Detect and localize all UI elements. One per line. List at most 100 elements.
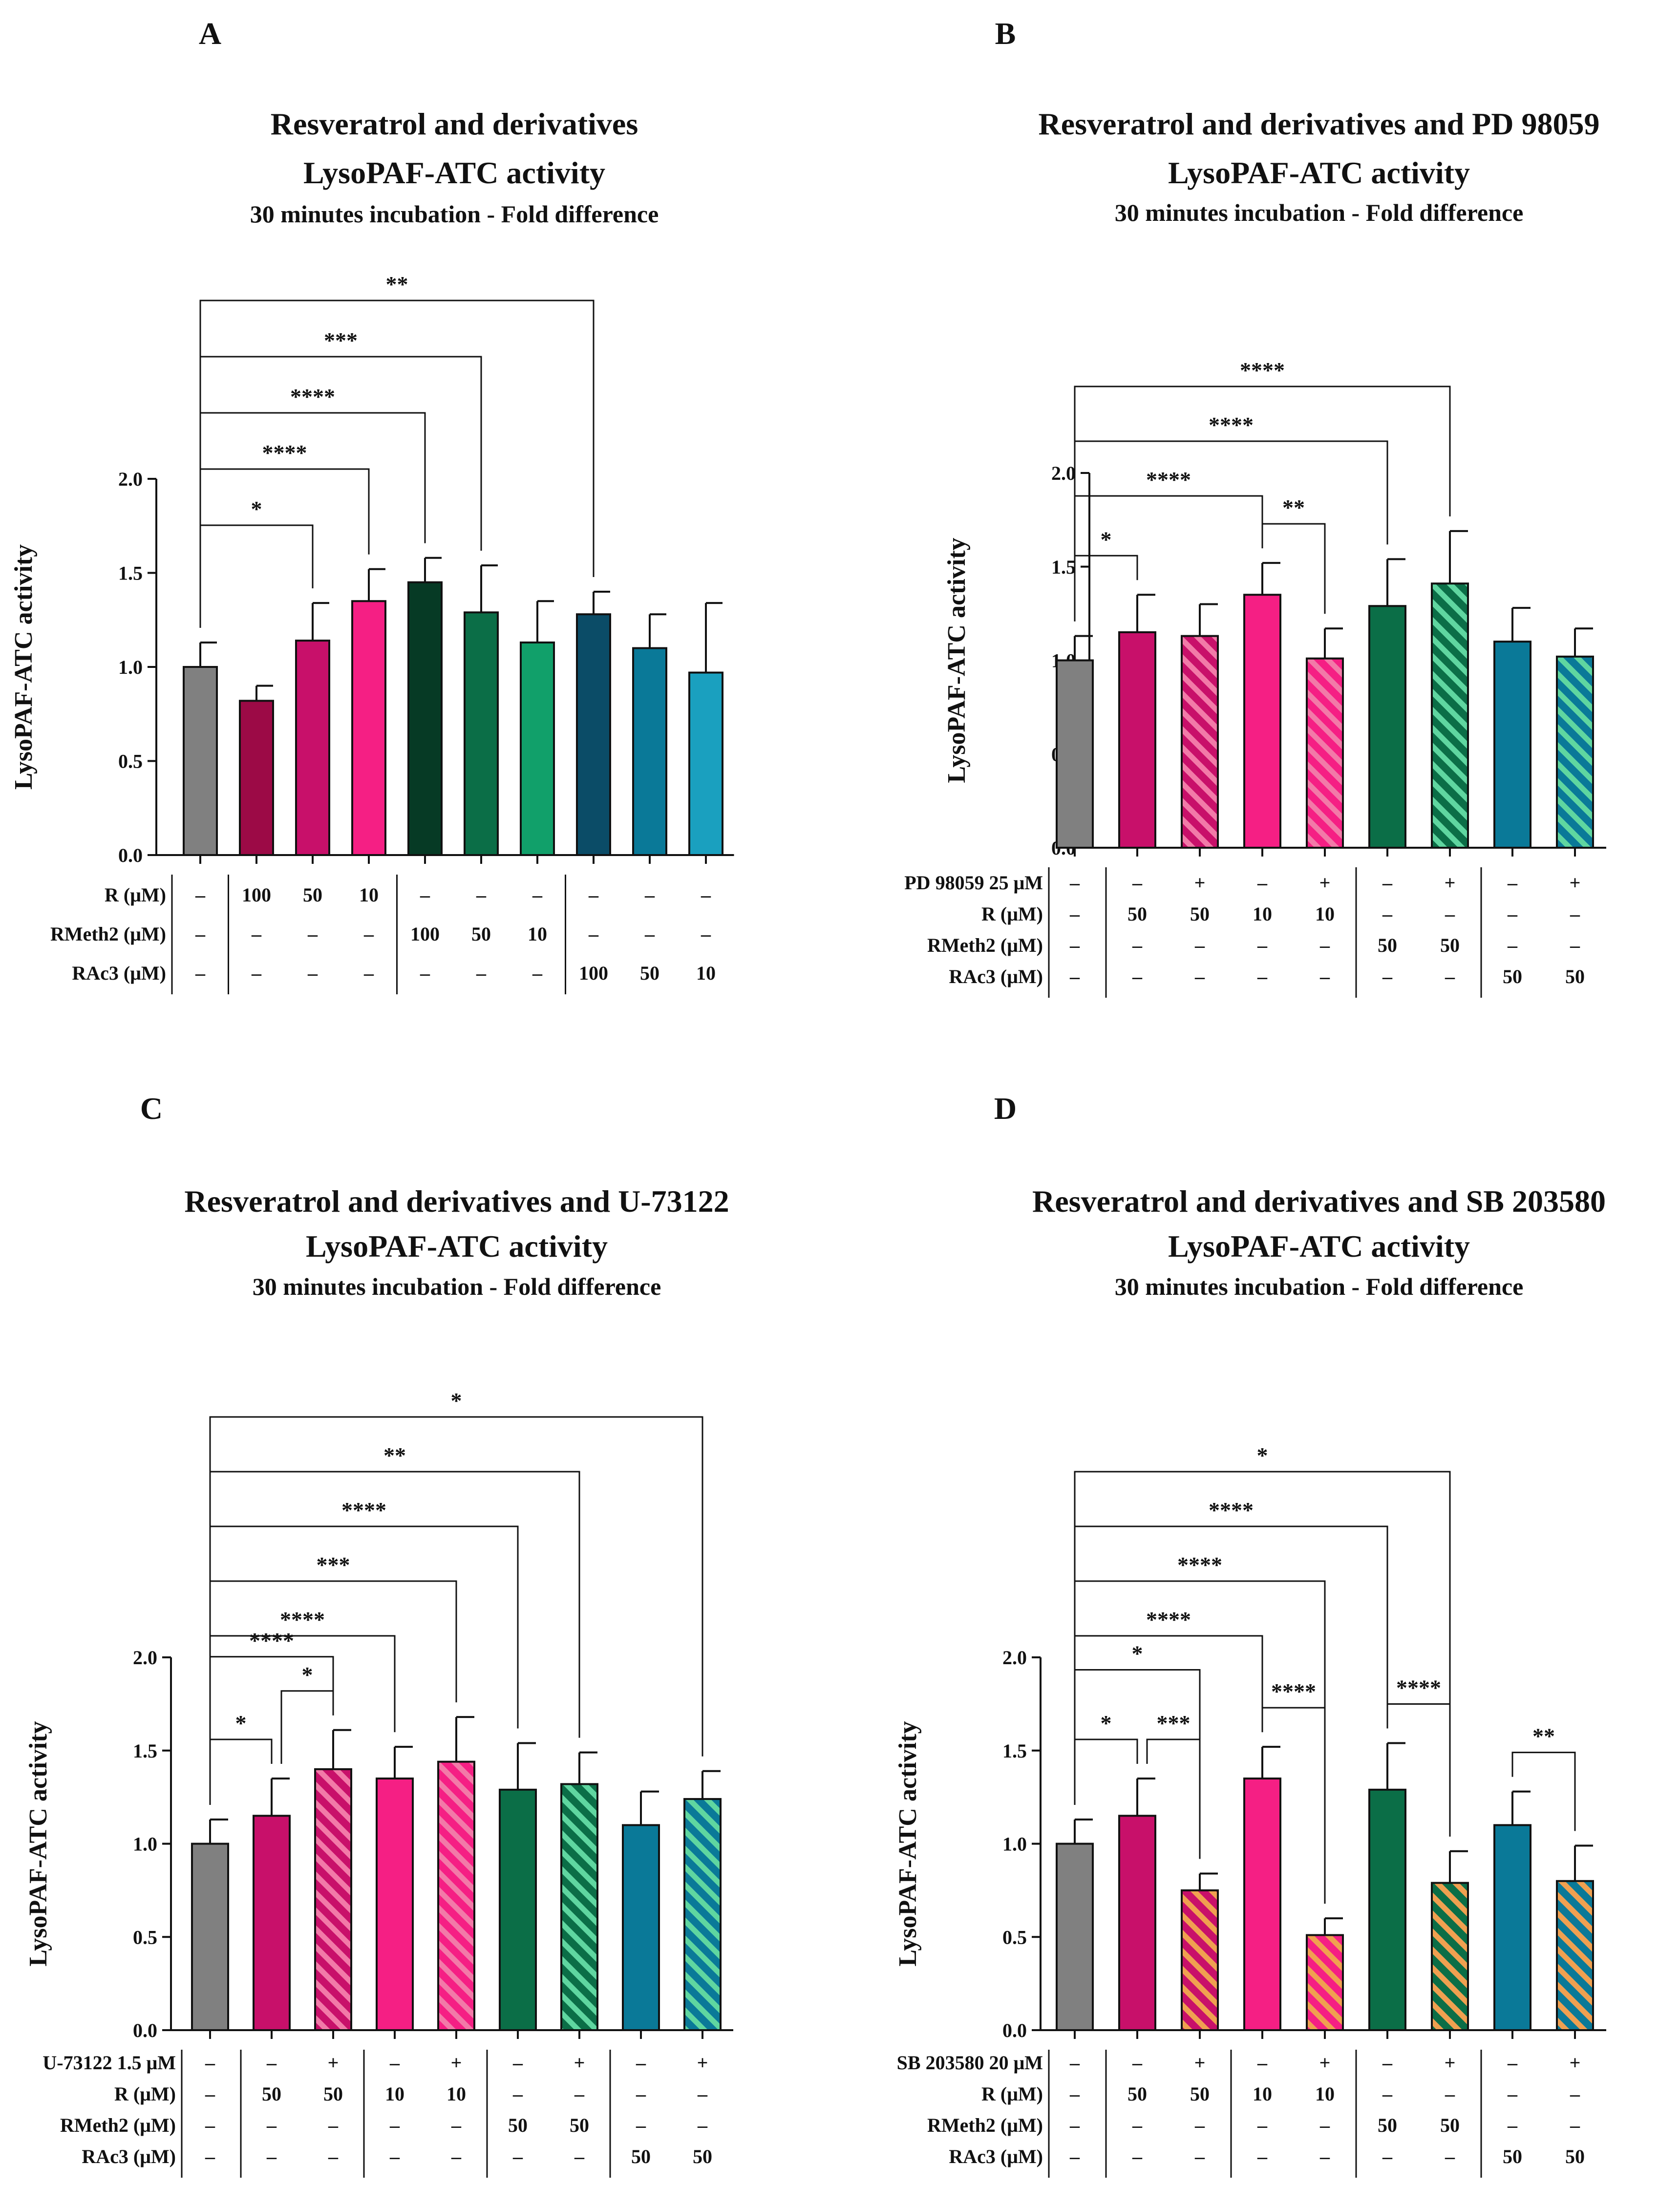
condition-row-label: R (μM) (981, 903, 1043, 925)
significance-bracket: ** (1511, 1724, 1576, 1831)
y-tick-label: 1.0 (133, 1833, 157, 1855)
bar-rac3-10 (688, 671, 723, 857)
condition-cell: – (697, 2083, 708, 2105)
bar-r-100 (239, 700, 274, 857)
chart-title: Resveratrol and derivatives and PD 98059 (1039, 107, 1600, 141)
condition-cell: – (328, 2114, 339, 2136)
bar-r-50 (295, 640, 330, 856)
significance-stars: **** (290, 384, 335, 409)
condition-cell: – (1382, 903, 1393, 925)
bar-vehicle (1056, 659, 1094, 849)
y-tick-label: 1.5 (133, 1740, 157, 1762)
condition-cell: – (1445, 2145, 1455, 2167)
panel-letter: C (140, 1091, 163, 1126)
condition-cell: 50 (693, 2145, 712, 2167)
condition-cell: – (1257, 2145, 1268, 2167)
condition-cell: – (512, 2052, 523, 2074)
significance-stars: * (1101, 1711, 1112, 1736)
bracket-line (1074, 386, 1451, 622)
significance-stars: **** (1396, 1675, 1441, 1700)
y-tick-label: 0.0 (133, 2019, 157, 2041)
condition-cell: 50 (303, 884, 322, 906)
condition-cell: – (1445, 903, 1455, 925)
condition-cell: – (476, 962, 487, 984)
condition-cell: 50 (1503, 2145, 1522, 2167)
bar-rac3-50 (1493, 1824, 1531, 2032)
condition-cell: 50 (1440, 2114, 1460, 2136)
condition-cell: 10 (1253, 2083, 1272, 2105)
significance-stars: **** (249, 1628, 294, 1653)
significance-stars: **** (1177, 1552, 1222, 1577)
significance-bracket: * (1074, 527, 1138, 622)
condition-cell: – (205, 2052, 215, 2074)
chart-title-line2: LysoPAF-ATC activity (1168, 1229, 1470, 1264)
bar-rmeth2-10 (520, 641, 555, 856)
bracket-line (1074, 495, 1263, 622)
significance-stars: ** (386, 272, 408, 297)
condition-cell: – (1132, 2145, 1143, 2167)
condition-row-label: PD 98059 25 μM (904, 872, 1043, 894)
condition-cell: + (1194, 2052, 1206, 2074)
condition-cell: 50 (631, 2145, 651, 2167)
significance-bracket: * (1074, 1711, 1138, 1805)
condition-cell: – (1570, 934, 1580, 956)
condition-cell: – (1382, 872, 1393, 894)
condition-cell: – (363, 923, 374, 945)
significance-bracket: * (280, 1662, 334, 1764)
condition-cell: – (1570, 2114, 1580, 2136)
condition-cell: – (307, 923, 318, 945)
condition-cell: – (205, 2145, 215, 2167)
significance-stars: * (1132, 1641, 1143, 1666)
y-tick-label: 1.0 (118, 656, 143, 678)
condition-cell: – (1507, 934, 1518, 956)
bar-rac3-100 (576, 613, 611, 856)
significance-bracket: **** (1074, 1607, 1263, 1805)
condition-cell: – (532, 884, 543, 906)
bar-rmeth2-50 (499, 1788, 537, 2031)
chart-subtitle: 30 minutes incubation - Fold difference (253, 1273, 661, 1300)
condition-cell: 50 (1190, 903, 1210, 925)
bar-rmeth2-50 (1368, 605, 1406, 849)
condition-cell: – (697, 2114, 708, 2136)
chart-subtitle: 30 minutes incubation - Fold difference (1115, 199, 1524, 226)
condition-cell: 50 (262, 2083, 281, 2105)
bar-u-rac3-50 (683, 1798, 722, 2031)
condition-cell: 50 (1565, 2145, 1585, 2167)
condition-cell: – (512, 2083, 523, 2105)
condition-cell: – (363, 962, 374, 984)
condition-cell: – (451, 2114, 462, 2136)
bar-vehicle (1056, 1843, 1094, 2031)
condition-cell: + (1194, 872, 1206, 894)
condition-cell: – (205, 2083, 215, 2105)
condition-cell: + (328, 2052, 339, 2074)
condition-cell: – (701, 884, 711, 906)
condition-cell: + (1570, 2052, 1581, 2074)
condition-cell: 50 (1565, 965, 1585, 987)
y-tick-label: 1.0 (1002, 1833, 1027, 1855)
condition-cell: – (1382, 2083, 1393, 2105)
condition-cell: – (1445, 2083, 1455, 2105)
chart-title-line2: LysoPAF-ATC activity (303, 155, 605, 190)
condition-cell: – (266, 2114, 277, 2136)
condition-cell: – (574, 2145, 585, 2167)
condition-cell: – (636, 2114, 646, 2136)
significance-stars: *** (1157, 1711, 1191, 1736)
condition-row-label: SB 203580 20 μM (897, 2052, 1043, 2074)
significance-stars: **** (341, 1498, 386, 1522)
y-axis-label: LysoPAF-ATC activity (894, 1721, 922, 1966)
bracket-line (199, 412, 426, 628)
condition-cell: – (532, 962, 543, 984)
significance-stars: * (1257, 1443, 1268, 1468)
significance-bracket: * (1074, 1443, 1451, 1837)
condition-cell: – (1194, 934, 1205, 956)
condition-cell: – (574, 2083, 585, 2105)
bracket-line (199, 524, 314, 628)
condition-cell: 10 (385, 2083, 404, 2105)
bar-rac3-50 (632, 647, 667, 856)
condition-cell: – (251, 923, 262, 945)
bracket-line (1074, 555, 1138, 622)
bar-r-10 (351, 600, 386, 856)
y-tick-label: 1.5 (1051, 556, 1076, 578)
